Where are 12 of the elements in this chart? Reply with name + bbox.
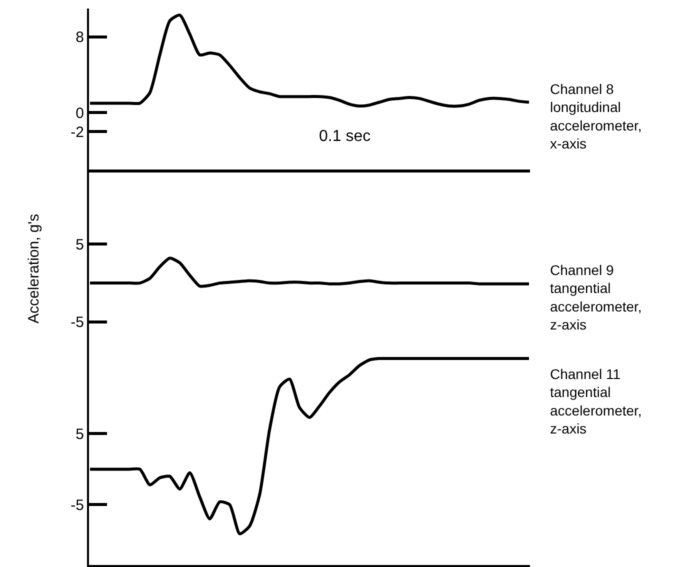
y-tick-label: 8	[76, 29, 84, 46]
y-tick-label: 5	[76, 426, 84, 443]
y-tick-label: -2	[70, 124, 84, 141]
text: Channel 9 tangential accelerometer, z-axis	[550, 262, 642, 333]
y-tick-label: -5	[70, 314, 84, 332]
y-tick-label: 0	[76, 104, 84, 122]
y-tick-label: 5	[76, 236, 84, 254]
annotation: 0.1 sec	[319, 128, 371, 145]
y-tick-label: -5	[70, 496, 84, 514]
y-axis-title: Acceleration, g's	[25, 214, 42, 324]
text: Channel 8 longitudinal accelerometer, x-axis	[550, 81, 642, 152]
text: Channel 11 tangential accelerometer, z-axis	[550, 366, 642, 437]
